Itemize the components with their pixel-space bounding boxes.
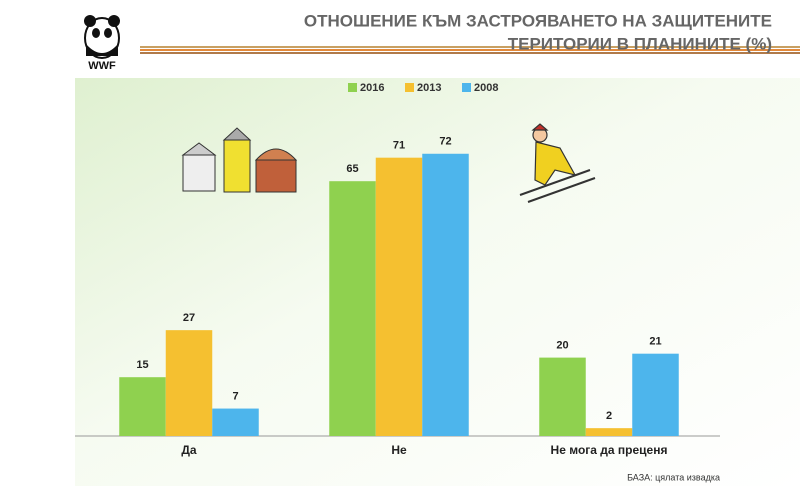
value-label: 7 (232, 390, 238, 402)
legend-label: 2008 (474, 82, 498, 94)
bar (585, 428, 633, 436)
chart-title: ОТНОШЕНИЕ КЪМ ЗАСТРОЯВАНЕТО НА ЗАЩИТЕНИТ… (304, 11, 772, 30)
value-label: 2 (606, 410, 612, 422)
chart-title: ТЕРИТОРИИ В ПЛАНИНИТЕ (%) (508, 34, 772, 53)
legend-swatch (348, 83, 357, 92)
legend-label: 2013 (417, 82, 441, 94)
x-tick-label: Не мога да преценя (551, 443, 668, 457)
bar (422, 153, 469, 436)
legend-swatch (405, 83, 414, 92)
bar (329, 181, 376, 436)
bar (212, 408, 259, 436)
value-label: 71 (393, 140, 405, 152)
bar (632, 353, 679, 436)
note: БАЗА: цялата извадка (627, 472, 720, 482)
houses-illustration (181, 127, 298, 193)
bar (375, 157, 423, 436)
header-stripes (140, 46, 800, 54)
skier-illustration (519, 123, 596, 203)
logo-icon (84, 15, 120, 59)
legend-swatch (462, 83, 471, 92)
bar (165, 330, 213, 436)
bar (539, 357, 586, 436)
x-tick-label: Да (181, 443, 197, 457)
value-label: 72 (439, 136, 451, 148)
logo-text: WWF (88, 60, 116, 72)
value-label: 20 (556, 340, 568, 352)
legend-label: 2016 (360, 82, 384, 94)
value-label: 27 (183, 312, 195, 324)
value-label: 15 (136, 359, 148, 371)
value-label: 21 (649, 336, 661, 348)
x-tick-label: Не (391, 443, 407, 457)
value-label: 65 (346, 163, 358, 175)
bar (119, 377, 166, 436)
